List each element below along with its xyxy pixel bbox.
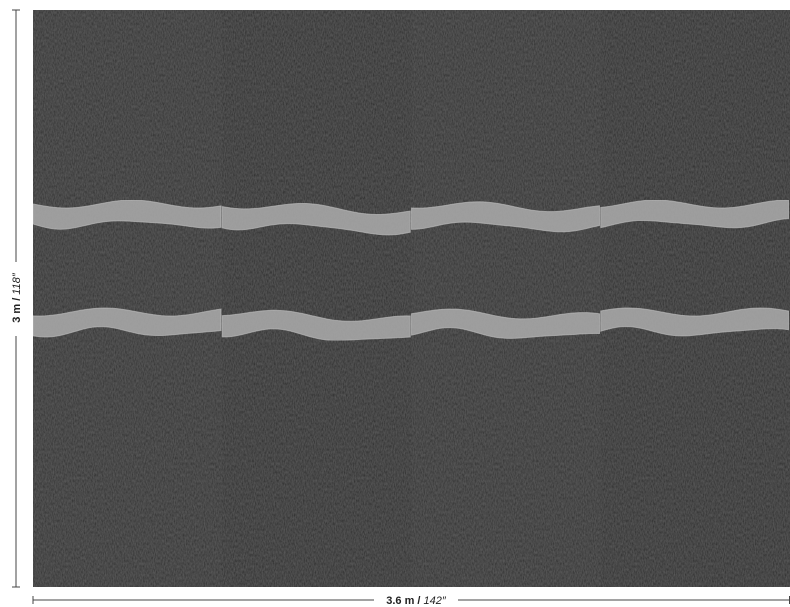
panel (411, 10, 602, 587)
band-segment (411, 309, 600, 339)
band-highlight (32, 307, 222, 338)
height-metric: 3 m / (11, 298, 23, 323)
band-segment (222, 310, 411, 341)
band-highlight (600, 199, 790, 229)
band-highlight (221, 202, 411, 236)
wavy-bands (32, 199, 790, 341)
width-metric: 3.6 m / (386, 595, 420, 607)
height-label: 3 m / 118″ (11, 272, 23, 323)
band-highlight (221, 309, 411, 341)
height-imperial: 118″ (11, 272, 23, 295)
wallpaper-panels (33, 10, 790, 587)
band-segment (222, 203, 411, 235)
panel (600, 10, 790, 587)
width-imperial: 142″ (424, 595, 447, 607)
band-highlight (411, 201, 600, 233)
panel (33, 10, 223, 587)
band-segment (600, 308, 789, 336)
panel (222, 10, 412, 587)
band-segment (600, 200, 789, 228)
band-segment (411, 201, 600, 232)
width-label: 3.6 m / 142″ (386, 595, 447, 607)
band-highlight (32, 199, 222, 230)
band-highlight (411, 308, 600, 339)
band-highlight (600, 307, 790, 337)
